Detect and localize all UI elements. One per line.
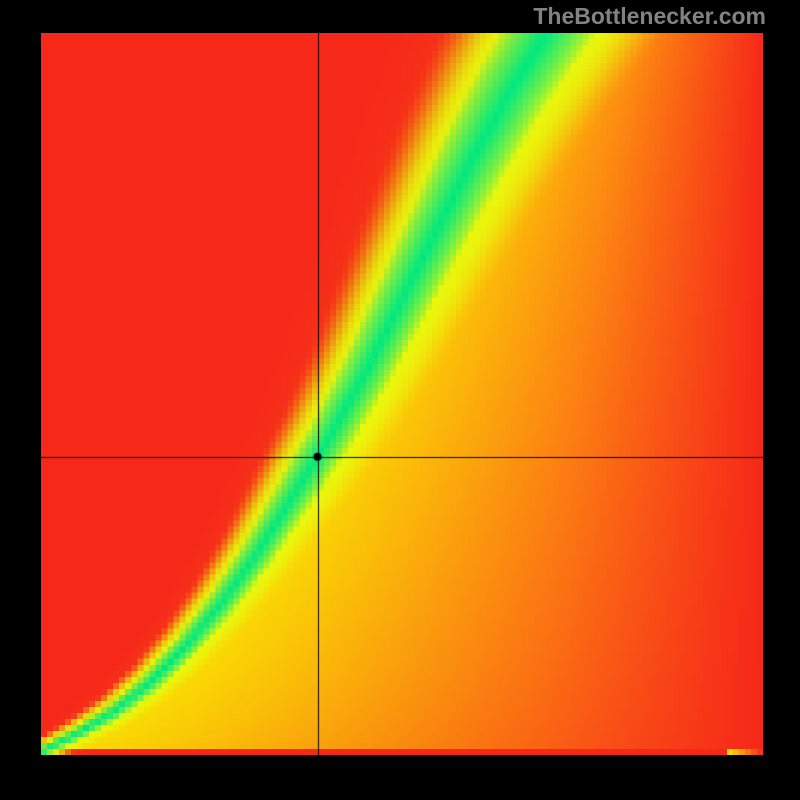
crosshair-overlay xyxy=(41,33,763,755)
watermark-text: TheBottlenecker.com xyxy=(533,3,766,30)
